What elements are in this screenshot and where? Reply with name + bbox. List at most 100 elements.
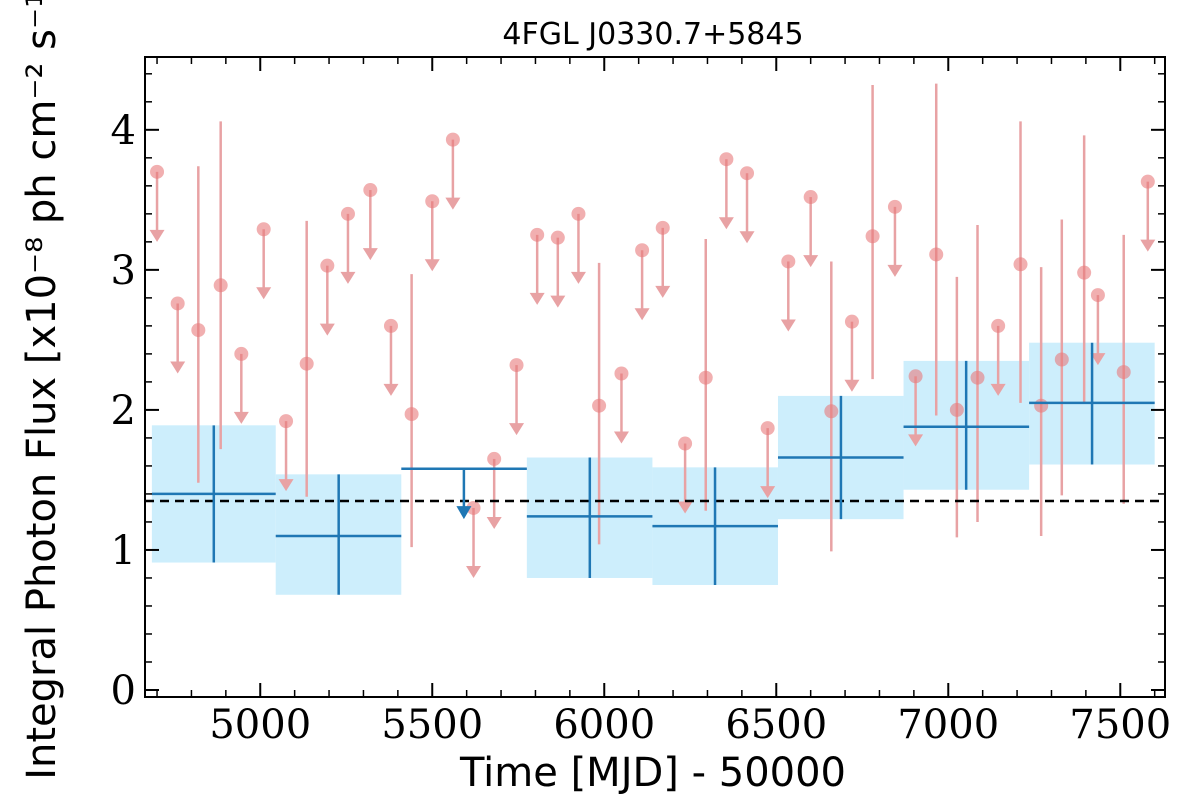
monthly-detection-point	[1054, 352, 1069, 367]
monthly-detection-point	[929, 247, 944, 262]
monthly-upper-limit-point	[635, 243, 650, 258]
x-tick-label: 5000	[209, 702, 311, 748]
monthly-upper-limit-point	[781, 254, 796, 269]
x-tick-label: 6000	[553, 702, 655, 748]
monthly-upper-limit-point	[844, 314, 859, 329]
monthly-upper-limit-arrow	[170, 361, 186, 374]
monthly-detection-point	[404, 407, 419, 422]
monthly-upper-limit-arrow	[613, 431, 629, 444]
monthly-upper-limit-point	[487, 451, 502, 466]
y-tick-label: 2	[111, 388, 136, 434]
monthly-detection-point	[698, 370, 713, 385]
monthly-detection-point	[1116, 365, 1131, 380]
monthly-upper-limit-arrow	[844, 379, 860, 392]
x-tick-label: 5500	[381, 702, 483, 748]
monthly-upper-limit-point	[571, 206, 586, 221]
monthly-upper-limit-arrow	[550, 295, 566, 308]
monthly-upper-limit-point	[256, 222, 271, 237]
plot-area	[145, 83, 1165, 595]
monthly-upper-limit-arrow	[990, 383, 1006, 396]
monthly-upper-limit-point	[1090, 288, 1105, 303]
monthly-upper-limit-arrow	[340, 271, 356, 284]
monthly-upper-limit-point	[614, 366, 629, 381]
monthly-upper-limit-point	[363, 183, 378, 198]
monthly-upper-limit-arrow	[718, 217, 734, 230]
monthly-upper-limit-arrow	[1090, 353, 1106, 366]
monthly-upper-limit-arrow	[233, 411, 249, 424]
monthly-upper-limit-arrow	[319, 323, 335, 336]
monthly-upper-limit-point	[991, 318, 1006, 333]
monthly-upper-limit-arrow	[634, 308, 650, 321]
monthly-upper-limit-arrow	[486, 516, 502, 529]
monthly-upper-limit-arrow	[677, 501, 693, 514]
y-tick-label: 0	[111, 668, 136, 714]
monthly-upper-limit-point	[383, 318, 398, 333]
monthly-upper-limit-point	[234, 346, 249, 361]
monthly-upper-limit-arrow	[383, 383, 399, 396]
monthly-upper-limit-arrow	[570, 271, 586, 284]
x-tick-label: 7500	[1069, 702, 1171, 748]
monthly-upper-limit-arrow	[278, 479, 294, 492]
monthly-upper-limit-arrow	[149, 229, 165, 242]
monthly-detection-point	[1013, 257, 1028, 272]
axes: 5000 5500 6000 6500 7000 7500 0 1 2 3 4	[111, 56, 1171, 748]
monthly-upper-limit-arrow	[256, 287, 272, 300]
monthly-upper-limit-point	[740, 166, 755, 181]
x-tick-label: 7000	[897, 702, 999, 748]
monthly-upper-limit-point	[803, 190, 818, 205]
monthly-upper-limit-point	[887, 199, 902, 214]
monthly-detection-point	[1077, 265, 1092, 280]
monthly-upper-limit-point	[509, 358, 524, 373]
monthly-upper-limit-point	[678, 436, 693, 451]
monthly-upper-limit-point	[170, 296, 185, 311]
monthly-upper-limit-arrow	[509, 423, 525, 436]
monthly-detection-point	[299, 356, 314, 371]
monthly-upper-limit-arrow	[908, 434, 924, 447]
monthly-upper-limit-point	[655, 220, 670, 235]
y-tick-label: 4	[111, 108, 136, 154]
monthly-upper-limit-point	[150, 164, 165, 179]
monthly-upper-limit-point	[550, 230, 565, 245]
monthly-detection-point	[1034, 398, 1049, 413]
y-tick-label: 1	[111, 528, 136, 574]
monthly-upper-limit-arrow	[424, 259, 440, 272]
monthly-upper-limit-arrow	[803, 255, 819, 268]
monthly-detection-point	[970, 370, 985, 385]
monthly-upper-limit-point	[908, 369, 923, 384]
monthly-upper-limit-point	[719, 152, 734, 167]
monthly-detection-point	[466, 500, 481, 515]
monthly-upper-limit-point	[760, 421, 775, 436]
monthly-upper-limit-arrow	[445, 197, 461, 210]
monthly-upper-limit-arrow	[739, 231, 755, 244]
monthly-detection-point	[865, 229, 880, 244]
monthly-upper-limit-arrow	[655, 285, 671, 298]
x-tick-label: 6500	[725, 702, 827, 748]
monthly-detection-point	[592, 398, 607, 413]
monthly-upper-limit-arrow	[760, 486, 776, 499]
monthly-upper-limit-arrow	[466, 565, 482, 578]
monthly-upper-limit-arrow	[362, 248, 378, 261]
monthly-upper-limit-point	[445, 132, 460, 147]
x-axis-label: Time [MJD] - 50000	[459, 750, 846, 796]
monthly-upper-limit-point	[1140, 174, 1155, 189]
monthly-upper-limit-arrow	[1140, 239, 1156, 252]
monthly-detection-point	[949, 402, 964, 417]
y-axis-label: Integral Photon Flux [x10⁻⁸ ph cm⁻² s⁻¹]	[19, 0, 65, 780]
monthly-upper-limit-arrow	[887, 264, 903, 277]
monthly-upper-limit-point	[425, 194, 440, 209]
plot-frame	[144, 56, 1166, 698]
monthly-detection-point	[191, 323, 206, 338]
monthly-upper-limit-point	[340, 206, 355, 221]
y-tick-label: 3	[111, 248, 136, 294]
monthly-upper-limit-point	[279, 414, 294, 429]
monthly-upper-limit-arrow	[529, 292, 545, 305]
monthly-detection-point	[824, 404, 839, 419]
monthly-detection-point	[213, 278, 228, 293]
monthly-upper-limit-point	[320, 258, 335, 273]
chart-title: 4FGL J0330.7+5845	[502, 17, 803, 52]
monthly-upper-limit-arrow	[780, 319, 796, 332]
yearly-upper-limit-arrow	[456, 506, 472, 520]
monthly-upper-limit-point	[530, 227, 545, 242]
